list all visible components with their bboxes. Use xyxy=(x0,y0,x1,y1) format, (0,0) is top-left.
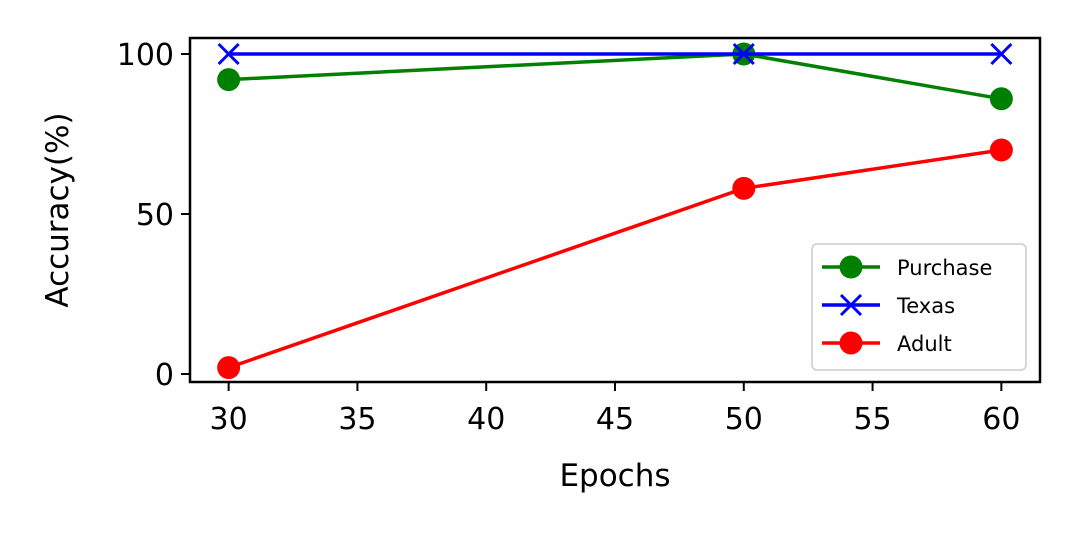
y-tick-label: 50 xyxy=(136,198,174,233)
legend-label-texas: Texas xyxy=(896,294,955,318)
data-point-texas xyxy=(990,42,1013,66)
x-tick-label: 45 xyxy=(596,402,634,437)
data-point-texas xyxy=(217,42,240,66)
legend-item-texas: Texas xyxy=(822,293,955,318)
data-point-texas-stroke xyxy=(990,42,1013,66)
y-axis-ticks: 0 50 100 xyxy=(117,38,190,393)
legend-marker-adult xyxy=(839,331,863,355)
legend-box xyxy=(811,243,1027,371)
series-line-purchase xyxy=(228,52,1002,101)
x-tick-label: 30 xyxy=(210,402,248,437)
x-tick-label: 60 xyxy=(982,402,1020,437)
data-point-texas-stroke xyxy=(732,42,755,66)
x-tick-label: 35 xyxy=(338,402,376,437)
x-tick-label: 55 xyxy=(853,402,891,437)
legend-label-adult: Adult xyxy=(897,332,952,356)
series-adult xyxy=(217,138,1013,380)
legend-marker-texas xyxy=(839,293,863,317)
legend-marker-purchase xyxy=(839,255,863,279)
legend: Purchase Texas Adult xyxy=(811,243,1027,371)
data-point-purchase xyxy=(989,87,1013,111)
legend-item-adult: Adult xyxy=(822,331,952,356)
data-point-texas xyxy=(732,42,755,66)
series-texas xyxy=(217,42,1013,66)
y-tick-label: 0 xyxy=(155,358,174,393)
x-axis-ticks: 30 35 40 45 50 55 60 xyxy=(210,382,1020,437)
x-axis-title: Epochs xyxy=(559,458,670,494)
data-point-adult xyxy=(217,356,241,380)
y-axis-title: Accuracy(%) xyxy=(40,112,76,307)
plot-area xyxy=(217,42,1013,380)
data-point-texas-stroke xyxy=(217,42,240,66)
x-tick-label: 50 xyxy=(725,402,763,437)
legend-marker-texas-stroke xyxy=(839,293,863,317)
data-point-purchase xyxy=(217,68,241,92)
y-tick-label: 100 xyxy=(117,38,174,73)
data-point-adult xyxy=(732,176,756,200)
legend-item-purchase: Purchase xyxy=(822,255,992,280)
x-tick-label: 40 xyxy=(467,402,505,437)
data-point-adult xyxy=(989,138,1013,162)
legend-label-purchase: Purchase xyxy=(897,256,992,280)
